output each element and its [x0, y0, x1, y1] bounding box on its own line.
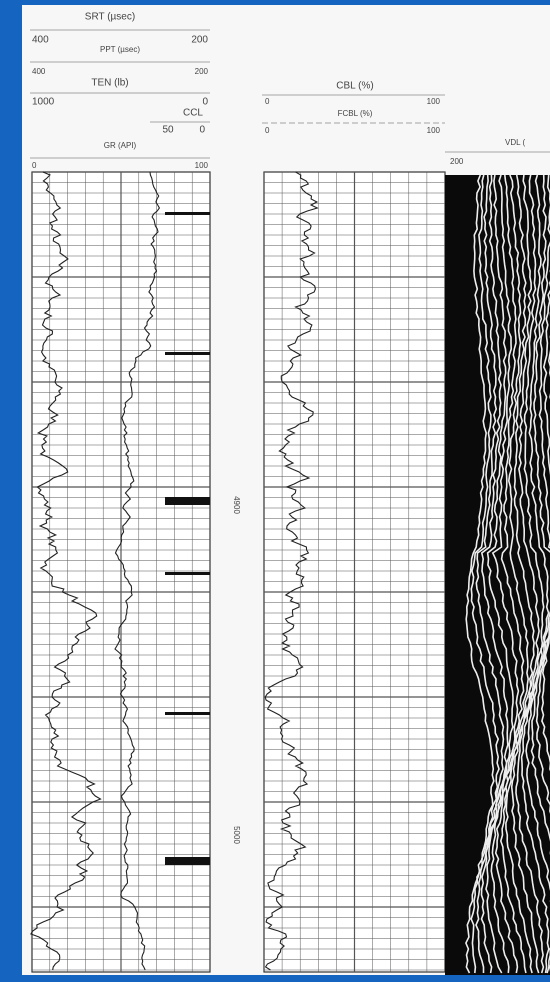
tracks [31, 172, 550, 975]
scale-min: 0 [32, 161, 37, 170]
scale-max: 0 [202, 97, 208, 108]
scale-max: 0 [199, 125, 205, 136]
log-screenshot: SRT (µsec) 400 200 PPT (µsec) 400 200 TE… [0, 0, 550, 982]
curve-label: FCBL (%) [338, 109, 373, 118]
depth-label: 5000 [232, 826, 241, 844]
curve-label: PPT (µsec) [100, 45, 140, 54]
curve-label: CCL [183, 108, 203, 119]
ccl-marker [165, 497, 210, 505]
curve-label: SRT (µsec) [85, 12, 135, 23]
scale-max: 100 [195, 161, 209, 170]
scale-min: 0 [265, 97, 270, 106]
ccl-marker [165, 352, 210, 355]
ccl-marker [165, 212, 210, 215]
scale-min: 400 [32, 67, 46, 76]
ccl-marker [165, 857, 210, 865]
scale-min: 200 [450, 157, 464, 166]
scale-min: 400 [32, 35, 49, 46]
scale-max: 200 [191, 35, 208, 46]
scale-max: 100 [427, 126, 441, 135]
ccl-marker [165, 572, 210, 575]
curve-label: GR (API) [104, 141, 137, 150]
depth-label: 4900 [232, 496, 241, 514]
curve-label: VDL ( [505, 138, 525, 147]
ccl-marker [165, 712, 210, 715]
scale-min: 1000 [32, 97, 55, 108]
scale-min: 0 [265, 126, 270, 135]
page: SRT (µsec) 400 200 PPT (µsec) 400 200 TE… [0, 0, 550, 982]
scale-min: 50 [162, 125, 174, 136]
scale-max: 200 [195, 67, 209, 76]
curve-label: TEN (lb) [91, 78, 128, 89]
scale-max: 100 [427, 97, 441, 106]
curve-label: CBL (%) [336, 81, 373, 92]
